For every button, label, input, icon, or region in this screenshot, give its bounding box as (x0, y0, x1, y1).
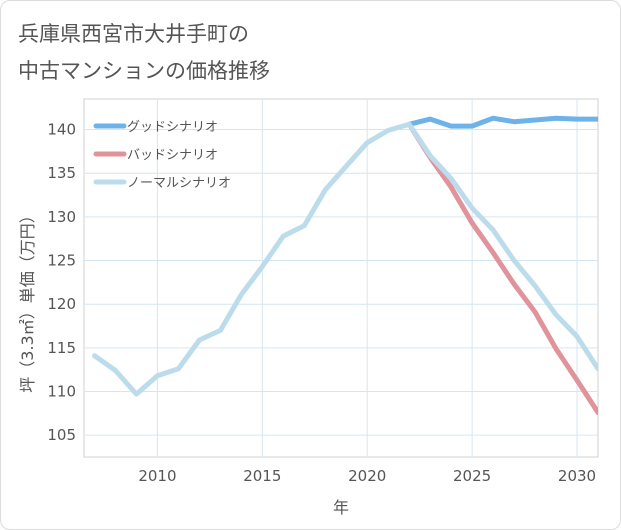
y-tick-label: 115 (47, 339, 76, 357)
y-tick-label: 130 (47, 208, 76, 226)
legend-label-1: バッドシナリオ (127, 148, 218, 163)
legend-label-2: ノーマルシナリオ (127, 176, 231, 191)
x-axis-label: 年 (333, 498, 349, 517)
y-tick-label: 135 (47, 164, 76, 182)
x-tick-label: 2015 (243, 467, 281, 485)
series-lines (92, 115, 598, 415)
x-tick-label: 2010 (138, 467, 176, 485)
grid-lines (84, 99, 598, 457)
series-line-1 (406, 121, 598, 415)
chart-title-line-1: 兵庫県西宮市大井手町の (18, 22, 249, 46)
y-tick-label: 105 (47, 426, 76, 444)
y-tick-label: 120 (47, 295, 76, 313)
x-tick-label: 2020 (348, 467, 386, 485)
x-tick-label: 2025 (453, 467, 491, 485)
series-line-2 (92, 121, 598, 397)
y-tick-label: 140 (47, 121, 76, 139)
axis-ticks: 2010 2015 2020 2025 2030 105 110 115 120 125 130 13… (47, 121, 596, 485)
y-tick-label: 110 (47, 383, 76, 401)
chart-title-line-2: 中古マンションの価格推移 (18, 59, 270, 83)
legend-label-0: グッドシナリオ (127, 120, 218, 135)
y-axis-label: 坪（3.3㎡）単価（万円） (18, 207, 37, 392)
y-tick-label: 125 (47, 252, 76, 270)
x-tick-label: 2030 (558, 467, 596, 485)
series-line-0 (406, 115, 598, 129)
